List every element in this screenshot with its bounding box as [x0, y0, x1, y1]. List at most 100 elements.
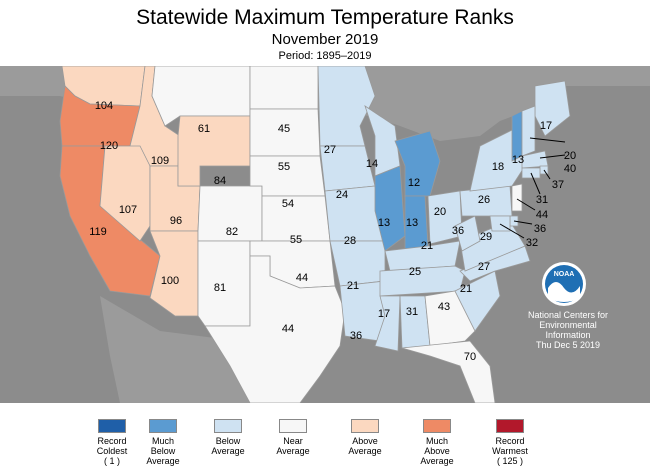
rank-label-id: 109 [151, 155, 169, 167]
rank-label-ms: 17 [378, 308, 390, 320]
callout-line-nh [529, 137, 566, 143]
rank-label-ca: 119 [89, 226, 107, 238]
rank-label-nm: 81 [214, 282, 226, 294]
credit-line-1: National Centers for [528, 310, 608, 320]
month-subtitle: November 2019 [271, 31, 379, 48]
rank-label-oh: 20 [434, 206, 446, 218]
rank-label-fl: 70 [464, 351, 476, 363]
rank-label-al: 31 [406, 306, 418, 318]
rank-label-mo: 28 [344, 235, 356, 247]
legend-label: Above [424, 446, 450, 456]
rank-label-or: 120 [100, 140, 118, 152]
rank-label-md: 32 [526, 237, 538, 249]
state-il [374, 165, 406, 252]
rank-label-tx: 44 [282, 323, 294, 335]
legend-label: Above [352, 436, 378, 446]
state-az [149, 230, 199, 317]
legend-label: Record [97, 436, 127, 446]
rank-label-ky: 21 [421, 240, 433, 252]
rank-label-la: 36 [350, 330, 362, 342]
legend-swatch [279, 419, 307, 433]
legend-label: Coldest [96, 446, 128, 456]
state-ga [424, 290, 476, 347]
rank-label-ma: 40 [564, 163, 576, 175]
legend-label: Record [495, 436, 525, 446]
rank-label-wa: 104 [95, 100, 113, 112]
credit-line-3: Information [545, 330, 590, 340]
legend-swatch [351, 419, 379, 433]
rank-label-ok: 44 [296, 272, 308, 284]
legend-label: Near [283, 436, 303, 446]
mexico-land [100, 296, 280, 403]
rank-label-va: 29 [480, 231, 492, 243]
state-wv [454, 215, 481, 252]
state-ms [374, 295, 401, 352]
legend-label: Much [425, 436, 448, 446]
rank-label-mn: 27 [324, 144, 336, 156]
rank-label-sd: 55 [278, 161, 290, 173]
rank-label-az: 100 [161, 275, 179, 287]
credit-date: Thu Dec 5 2019 [536, 340, 600, 350]
rank-label-de: 36 [534, 223, 546, 235]
rank-labels: 104 120 119 109 107 96 100 61 84 82 81 45 55 54 55 44 44… [89, 100, 576, 363]
legend-label: Average [420, 456, 454, 466]
legend-item-much-above: Much Above Average [402, 419, 472, 466]
callout-line-ma [539, 154, 566, 159]
rank-label-vt: 13 [512, 154, 524, 166]
state-ky [384, 240, 461, 272]
rank-label-ks: 55 [290, 234, 302, 246]
callout-line-de [513, 220, 533, 225]
legend-item-above: Above Average [330, 419, 400, 456]
legend-label: Average [276, 446, 310, 456]
rank-label-ut: 96 [170, 215, 182, 227]
rank-label-sc: 21 [460, 283, 472, 295]
rank-label-ar: 21 [347, 280, 359, 292]
state-sc [454, 270, 501, 332]
rank-label-wi: 14 [366, 158, 378, 170]
legend-label: Below [215, 436, 241, 446]
state-fl [401, 340, 496, 403]
callout-line-ri [543, 169, 551, 180]
state-tn [379, 265, 466, 297]
noaa-block: NOAA National Centers for Environmental … [528, 262, 608, 350]
rank-label-ga: 43 [438, 301, 450, 313]
rank-label-nd: 45 [278, 123, 290, 135]
rank-label-ia: 24 [336, 189, 348, 201]
legend-item-record-warmest: Record Warmest( 125 ) [475, 419, 545, 466]
legend-item-record-coldest: Record Coldest( 1 ) [77, 419, 147, 466]
rank-label-ne: 54 [282, 198, 294, 210]
legend-item-much-below: Much Below Average [128, 419, 198, 466]
callout-line-md [499, 223, 525, 239]
period-label: Period: 1895–2019 [278, 50, 372, 62]
rank-label-ny: 18 [492, 161, 504, 173]
rank-label-co: 82 [226, 226, 238, 238]
rank-label-tn: 25 [409, 266, 421, 278]
legend-label: Average [146, 456, 180, 466]
legend-label: Warmest [492, 446, 528, 456]
map-canvas: 104 120 119 109 107 96 100 61 84 82 81 45 55 54 55 44 44… [0, 66, 650, 403]
legend-label: ( 1 ) [103, 456, 120, 466]
legend-label: Much [151, 436, 174, 446]
legend: Record Coldest( 1 ) Much Below Average Below A… [0, 403, 650, 475]
legend-swatch [98, 419, 126, 433]
rank-label-in: 13 [406, 217, 418, 229]
legend-label: Average [211, 446, 245, 456]
legend-swatch [149, 419, 177, 433]
legend-swatch [496, 419, 524, 433]
legend-swatch [423, 419, 451, 433]
callout-line-ct [530, 172, 541, 195]
rank-label-nv: 107 [119, 204, 137, 216]
rank-map: 104 120 119 109 107 96 100 61 84 82 81 45 55 54 55 44 44… [0, 66, 650, 403]
state-nd [249, 66, 319, 110]
legend-label: Below [150, 446, 176, 456]
callout-lines [499, 137, 566, 239]
rank-label-me: 17 [540, 120, 552, 132]
rank-label-il: 13 [378, 217, 390, 229]
rank-label-nc: 27 [478, 261, 490, 273]
state-tx [204, 255, 346, 403]
legend-swatch [214, 419, 242, 433]
page-title: Statewide Maximum Temperature Ranks [136, 6, 514, 29]
rank-label-nh: 20 [564, 150, 576, 162]
credit-line-2: Environmental [539, 320, 597, 330]
legend-label: ( 125 ) [496, 456, 523, 466]
